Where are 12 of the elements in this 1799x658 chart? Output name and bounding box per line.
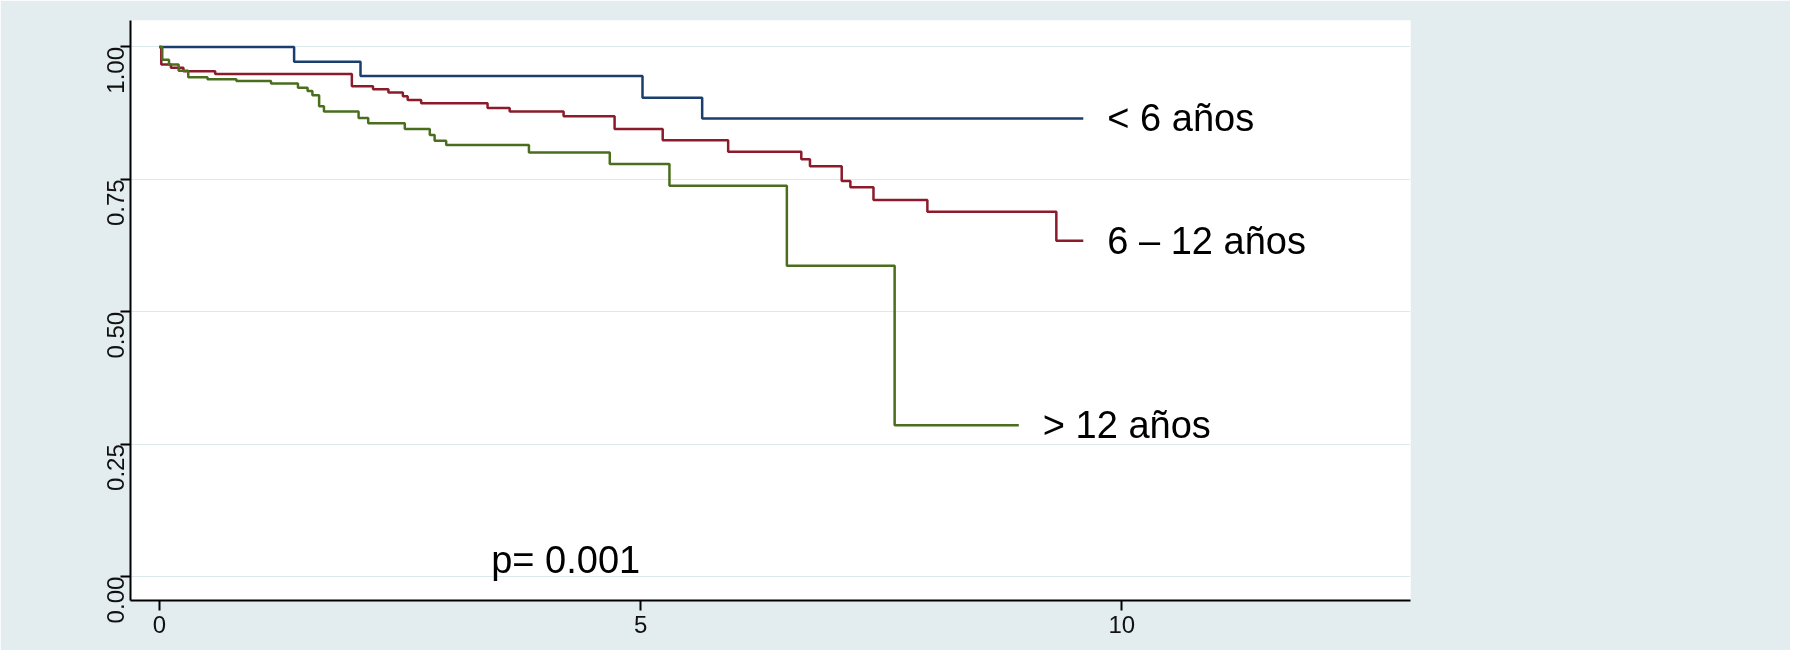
y-tick-label: 0.25 (102, 444, 129, 491)
y-tick-label: 0.00 (102, 576, 129, 624)
x-tick-label: 10 (1108, 610, 1136, 638)
series-label: < 6 años (1107, 97, 1255, 140)
annotation: p= 0.001 (491, 538, 641, 581)
y-tick-label: 0.50 (102, 311, 129, 359)
series-label: > 12 años (1042, 404, 1211, 447)
x-tick-label: 5 (633, 610, 648, 638)
series-label: 6 – 12 años (1107, 219, 1306, 262)
y-tick-label: 1.00 (102, 46, 129, 94)
x-tick-label: 0 (152, 610, 167, 638)
y-tick-label: 0.75 (102, 179, 129, 227)
